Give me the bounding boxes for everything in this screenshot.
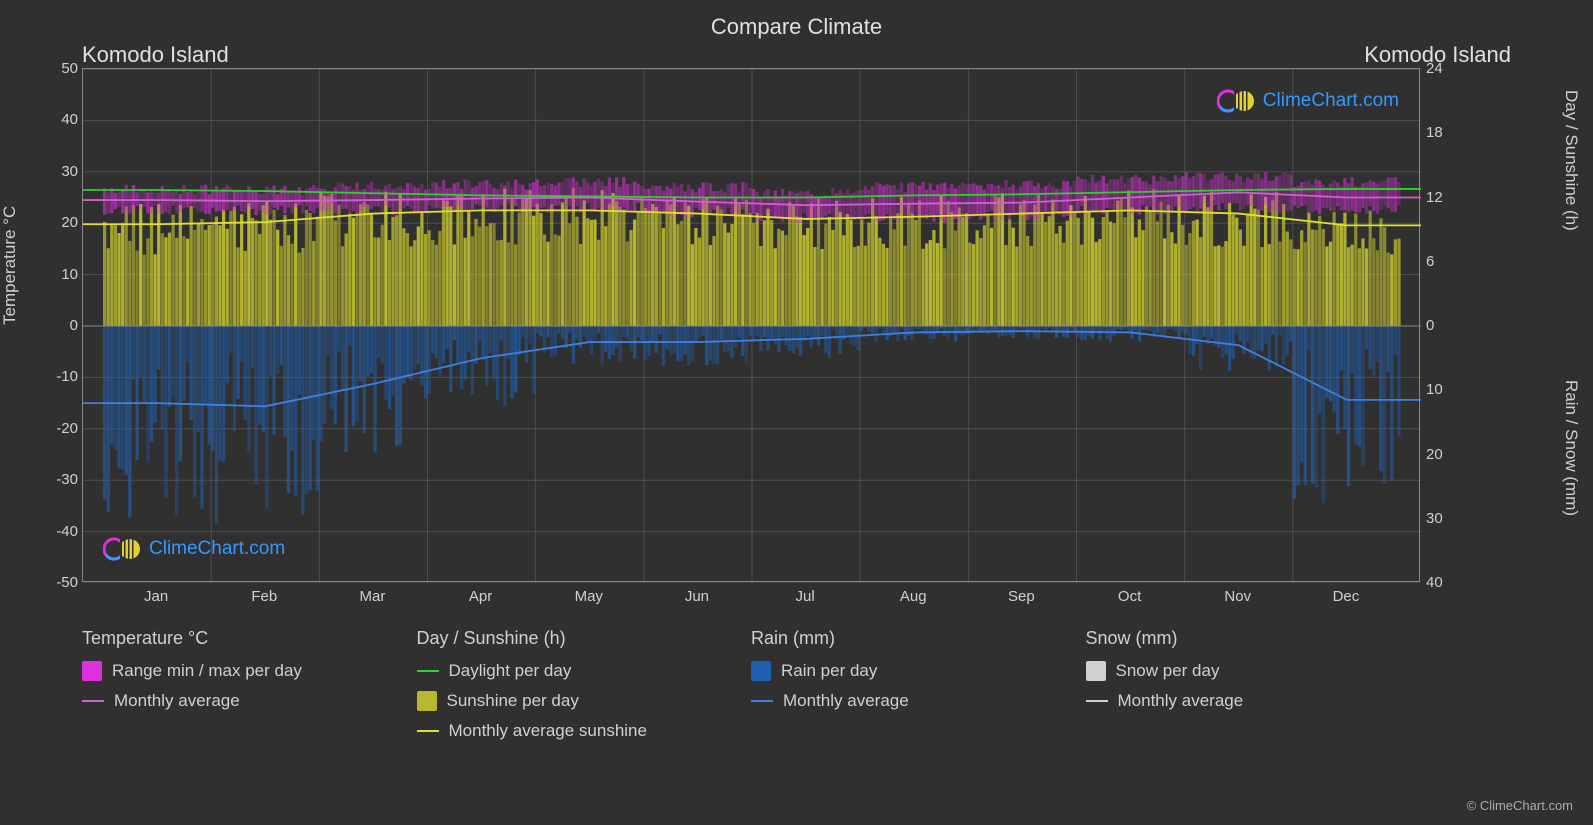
legend-label: Monthly average <box>114 691 240 711</box>
legend-swatch <box>82 661 102 681</box>
y-axis-label-left: Temperature °C <box>0 206 20 325</box>
legend-label: Monthly average <box>783 691 909 711</box>
legend-item: Snow per day <box>1086 661 1421 681</box>
legend-header: Rain (mm) <box>751 628 1086 649</box>
y-axis-label-right-bottom: Rain / Snow (mm) <box>1561 380 1581 516</box>
watermark-bottom: ClimeChart.com <box>103 535 285 563</box>
xtick: Oct <box>1118 588 1141 605</box>
legend-item: Range min / max per day <box>82 661 417 681</box>
legend-item: Daylight per day <box>417 661 752 681</box>
legend-item: Monthly average <box>1086 691 1421 711</box>
xtick: Jun <box>685 588 709 605</box>
ytick-right-mm: 40 <box>1426 574 1443 591</box>
ytick-left: -50 <box>38 574 78 591</box>
xtick: Feb <box>251 588 277 605</box>
ytick-right-mm: 10 <box>1426 381 1443 398</box>
y-axis-label-right-top: Day / Sunshine (h) <box>1561 90 1581 231</box>
xtick: Dec <box>1333 588 1360 605</box>
legend-col-sunshine: Day / Sunshine (h) Daylight per day Sunshi… <box>417 628 752 751</box>
legend-header: Day / Sunshine (h) <box>417 628 752 649</box>
legend-item: Monthly average <box>751 691 1086 711</box>
legend-item: Monthly average <box>82 691 417 711</box>
ytick-left: 40 <box>38 111 78 128</box>
legend-swatch <box>417 691 437 711</box>
xtick: Jul <box>795 588 814 605</box>
logo-icon <box>103 535 143 563</box>
location-label-left: Komodo Island <box>82 42 229 68</box>
ytick-left: -20 <box>38 420 78 437</box>
legend-item: Rain per day <box>751 661 1086 681</box>
ytick-left: -40 <box>38 523 78 540</box>
legend-col-temperature: Temperature °C Range min / max per day Mon… <box>82 628 417 751</box>
xtick: Aug <box>900 588 927 605</box>
legend-swatch <box>751 700 773 702</box>
legend-swatch <box>417 730 439 732</box>
ytick-right-hours: 24 <box>1426 60 1443 77</box>
legend-label: Daylight per day <box>449 661 572 681</box>
ytick-right-hours: 18 <box>1426 124 1443 141</box>
xtick: Apr <box>469 588 492 605</box>
ytick-right-hours: 6 <box>1426 253 1434 270</box>
ytick-right-mm: 20 <box>1426 446 1443 463</box>
ytick-left: 20 <box>38 214 78 231</box>
logo-icon <box>1217 87 1257 115</box>
ytick-left: -30 <box>38 471 78 488</box>
plot-area: ClimeChart.com ClimeChart.com <box>82 68 1420 582</box>
legend-swatch <box>82 700 104 702</box>
watermark-top: ClimeChart.com <box>1217 87 1399 115</box>
xtick: Jan <box>144 588 168 605</box>
legend-label: Range min / max per day <box>112 661 302 681</box>
legend-label: Monthly average sunshine <box>449 721 647 741</box>
ytick-right-mm: 30 <box>1426 510 1443 527</box>
legend-header: Snow (mm) <box>1086 628 1421 649</box>
ytick-right-hours: 12 <box>1426 189 1443 206</box>
xtick: Sep <box>1008 588 1035 605</box>
legend-col-rain: Rain (mm) Rain per day Monthly average <box>751 628 1086 751</box>
xtick: May <box>575 588 603 605</box>
legend-header: Temperature °C <box>82 628 417 649</box>
ytick-right-hours: 0 <box>1426 317 1434 334</box>
watermark-text: ClimeChart.com <box>149 538 285 560</box>
ytick-left: 30 <box>38 163 78 180</box>
legend-swatch <box>751 661 771 681</box>
legend-item: Monthly average sunshine <box>417 721 752 741</box>
chart-title: Compare Climate <box>0 14 1593 40</box>
xtick: Nov <box>1224 588 1251 605</box>
ytick-left: 0 <box>38 317 78 334</box>
xtick: Mar <box>359 588 385 605</box>
plot-svg <box>83 69 1421 583</box>
legend: Temperature °C Range min / max per day Mon… <box>82 628 1420 751</box>
legend-swatch <box>1086 661 1106 681</box>
legend-label: Sunshine per day <box>447 691 579 711</box>
ytick-left: 10 <box>38 266 78 283</box>
legend-label: Rain per day <box>781 661 877 681</box>
legend-label: Monthly average <box>1118 691 1244 711</box>
ytick-left: -10 <box>38 368 78 385</box>
copyright: © ClimeChart.com <box>1467 798 1573 813</box>
legend-swatch <box>1086 700 1108 702</box>
watermark-text: ClimeChart.com <box>1263 90 1399 112</box>
legend-col-snow: Snow (mm) Snow per day Monthly average <box>1086 628 1421 751</box>
chart-container: Compare Climate Komodo Island Komodo Isl… <box>0 0 1593 825</box>
legend-swatch <box>417 670 439 672</box>
legend-label: Snow per day <box>1116 661 1220 681</box>
legend-item: Sunshine per day <box>417 691 752 711</box>
ytick-left: 50 <box>38 60 78 77</box>
